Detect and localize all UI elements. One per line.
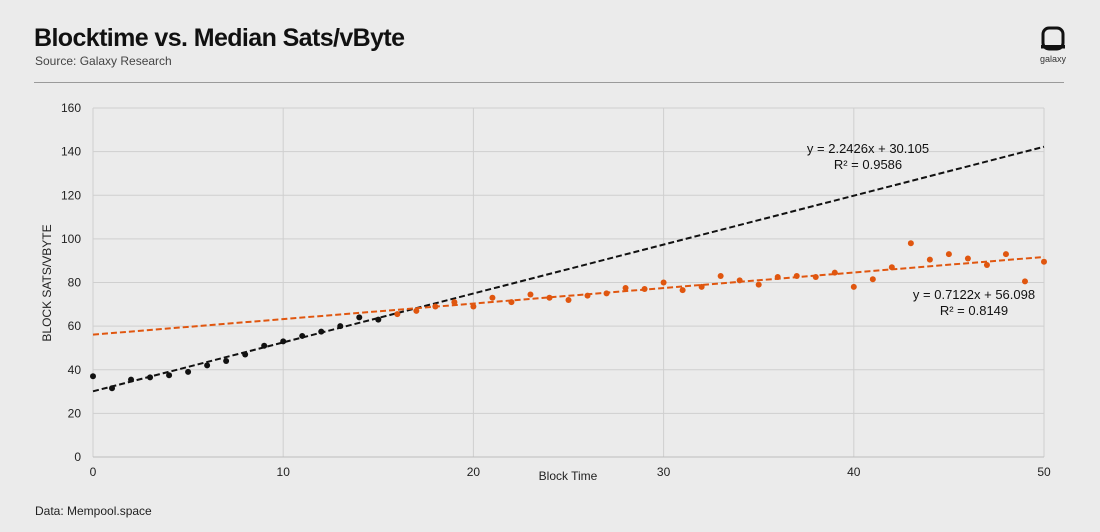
trendline-1: [92, 255, 1045, 336]
data-point: [888, 264, 895, 271]
black-trend-equation: y = 2.2426x + 30.105: [807, 141, 929, 156]
data-point: [242, 351, 249, 358]
data-point: [166, 372, 173, 379]
chart-source: Source: Galaxy Research: [35, 54, 172, 68]
orange-trend-equation: y = 0.7122x + 56.098: [913, 287, 1035, 302]
y-tick-label: 120: [61, 188, 81, 202]
galaxy-logo-icon: [1041, 26, 1065, 51]
data-point: [223, 358, 230, 365]
data-point: [869, 276, 876, 283]
data-point: [337, 323, 344, 330]
data-point: [641, 286, 648, 293]
data-point: [679, 287, 686, 294]
data-point: [413, 307, 420, 314]
trend-equations: y = 2.2426x + 30.105 R² = 0.9586 y = 0.7…: [807, 141, 1035, 318]
data-point: [261, 342, 268, 349]
data-point: [90, 373, 96, 380]
x-tick-label: 20: [467, 465, 481, 479]
data-point: [983, 262, 990, 269]
data-point: [736, 277, 743, 284]
data-point: [508, 299, 515, 306]
y-tick-label: 0: [74, 450, 81, 464]
data-point: [717, 272, 724, 279]
x-tick-label: 0: [90, 465, 97, 479]
scatter-chart: 0 20 40 60 80 100 120 140 160 0 10 20 30 40 50 Block T…: [40, 101, 1051, 483]
y-tick-label: 160: [61, 101, 81, 115]
data-point: [489, 294, 496, 301]
data-point: [109, 385, 116, 392]
page-title: Blocktime vs. Median Sats/vByte: [34, 24, 405, 52]
tick-labels: 0 20 40 60 80 100 120 140 160 0 10 20 30 40 50: [61, 101, 1051, 479]
data-point: [394, 311, 401, 318]
data-point: [375, 316, 382, 323]
data-point: [622, 284, 629, 291]
data-point: [793, 272, 800, 279]
data-point: [280, 338, 287, 345]
data-point: [603, 290, 610, 297]
data-point: [299, 332, 306, 339]
y-tick-label: 20: [68, 406, 82, 420]
x-tick-label: 30: [657, 465, 671, 479]
data-point: [432, 303, 439, 310]
y-axis-label: BLOCK SATS/VBYTE: [40, 224, 54, 341]
data-point: [660, 279, 667, 286]
y-tick-label: 140: [61, 145, 81, 159]
galaxy-logo: galaxy: [1036, 26, 1070, 68]
data-point: [527, 291, 534, 298]
data-point: [147, 374, 154, 381]
data-point: [356, 314, 363, 321]
header-divider: [34, 82, 1064, 83]
data-point: [698, 283, 705, 290]
y-tick-label: 60: [68, 319, 82, 333]
x-tick-label: 10: [277, 465, 291, 479]
data-point: [1002, 251, 1009, 258]
y-tick-label: 100: [61, 232, 81, 246]
data-point: [926, 256, 933, 263]
data-point: [1021, 278, 1028, 285]
x-tick-label: 40: [847, 465, 861, 479]
data-point: [470, 303, 477, 310]
data-point: [755, 281, 762, 288]
data-point: [850, 283, 857, 290]
data-point: [945, 251, 952, 258]
data-source-note: Data: Mempool.space: [35, 504, 152, 518]
data-point: [185, 368, 192, 375]
data-point: [204, 362, 211, 369]
trendline-0: [92, 145, 1045, 393]
data-point: [1041, 258, 1047, 265]
data-point: [831, 269, 838, 276]
x-tick-label: 50: [1037, 465, 1051, 479]
orange-trend-r-squared: R² = 0.8149: [940, 303, 1008, 318]
y-tick-label: 40: [68, 363, 82, 377]
logo-text: galaxy: [1039, 54, 1066, 64]
data-point: [907, 240, 914, 247]
black-trend-r-squared: R² = 0.9586: [834, 157, 902, 172]
data-point: [584, 292, 591, 299]
grid-lines: [92, 107, 1045, 458]
x-axis-label: Block Time: [539, 469, 598, 483]
data-point: [964, 255, 971, 262]
y-tick-label: 80: [68, 276, 82, 290]
data-point: [318, 328, 325, 335]
trendlines: [92, 145, 1045, 393]
data-point: [546, 294, 553, 301]
data-point: [774, 274, 781, 281]
data-points: [90, 240, 1047, 392]
data-point: [812, 274, 819, 281]
data-point: [128, 376, 135, 383]
data-point: [451, 299, 458, 306]
data-point: [565, 296, 572, 303]
